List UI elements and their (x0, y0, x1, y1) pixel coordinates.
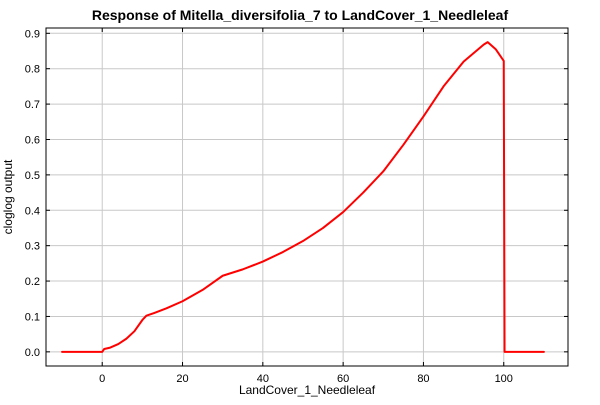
x-tick-label: 60 (337, 373, 349, 385)
y-tick-label: 0.4 (25, 205, 40, 217)
y-tick-label: 0.8 (25, 64, 40, 76)
x-tick-label: 80 (417, 373, 429, 385)
y-tick-label: 0.2 (25, 276, 40, 288)
y-tick-label: 0.7 (25, 99, 40, 111)
y-tick-label: 0.5 (25, 170, 40, 182)
x-tick-label: 40 (257, 373, 269, 385)
grid (46, 28, 568, 366)
y-tick-label: 0.6 (25, 134, 40, 146)
x-tick-label: 20 (176, 373, 188, 385)
y-tick-label: 0.9 (25, 28, 40, 40)
plot-frame (45, 27, 569, 367)
x-tick-label: 100 (495, 373, 513, 385)
y-tick-label: 0.3 (25, 241, 40, 253)
y-tick-label: 0.1 (25, 311, 40, 323)
chart-title: Response of Mitella_diversifolia_7 to La… (92, 7, 509, 23)
x-axis-label: LandCover_1_Needleleaf (239, 383, 376, 397)
x-tick-label: 0 (99, 373, 105, 385)
y-axis-label: cloglog output (1, 159, 15, 234)
response-curve (61, 41, 545, 353)
y-tick-label: 0.0 (25, 347, 40, 359)
ticks: 0 20 40 60 80 100 0.0 0.1 0.2 0.3 0.4 0.5 0.6 0.7 0.8 0… (25, 28, 568, 385)
series-layer (61, 41, 545, 353)
